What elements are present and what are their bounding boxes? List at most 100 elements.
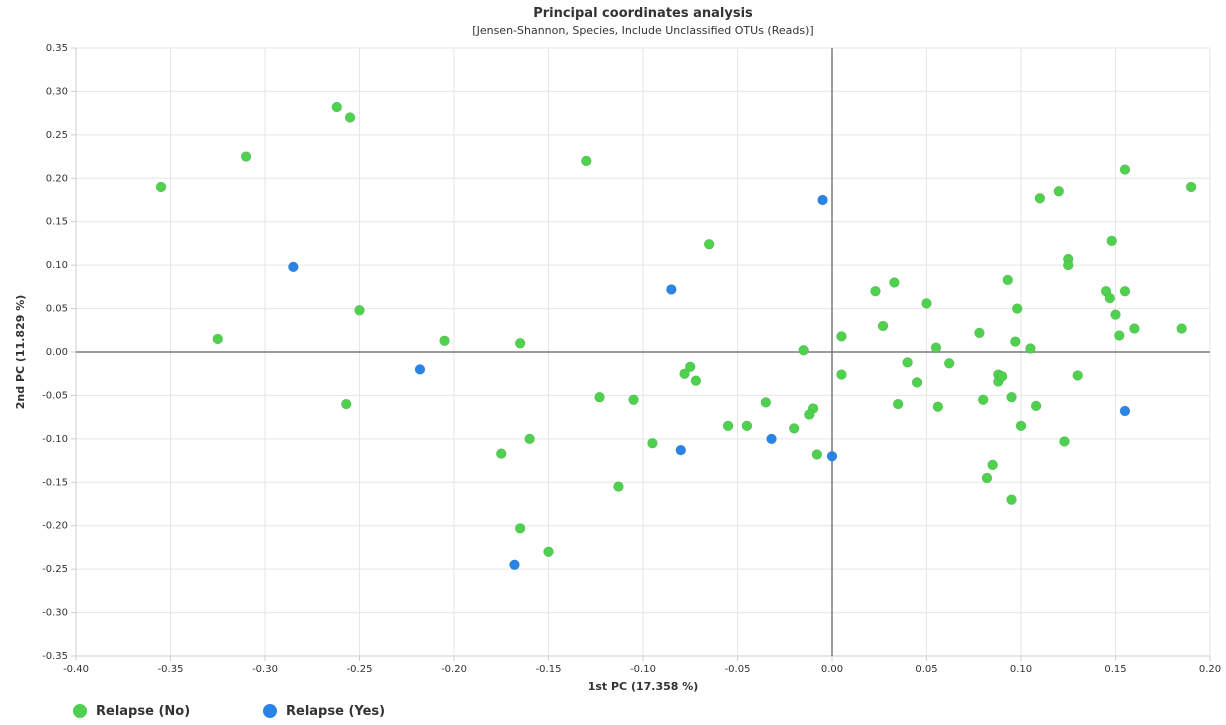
- x-tick-label: 0.00: [821, 664, 843, 675]
- y-tick-label: -0.25: [42, 564, 68, 575]
- x-tick-label: 0.10: [1010, 664, 1032, 675]
- data-point[interactable]: [818, 195, 828, 205]
- data-point[interactable]: [1012, 304, 1022, 314]
- data-point[interactable]: [496, 449, 506, 459]
- data-point[interactable]: [1120, 165, 1130, 175]
- data-point[interactable]: [799, 345, 809, 355]
- data-point[interactable]: [1114, 331, 1124, 341]
- data-point[interactable]: [723, 421, 733, 431]
- data-point[interactable]: [812, 449, 822, 459]
- data-point[interactable]: [515, 338, 525, 348]
- x-tick-label: 0.15: [1104, 664, 1126, 675]
- data-point[interactable]: [931, 343, 941, 353]
- legend-marker[interactable]: [73, 704, 87, 718]
- data-point[interactable]: [1035, 193, 1045, 203]
- y-tick-label: 0.20: [46, 173, 68, 184]
- data-point[interactable]: [878, 321, 888, 331]
- y-tick-label: 0.05: [46, 304, 68, 315]
- data-point[interactable]: [345, 112, 355, 122]
- data-point[interactable]: [1120, 406, 1130, 416]
- data-point[interactable]: [1073, 370, 1083, 380]
- data-point[interactable]: [804, 410, 814, 420]
- x-tick-label: -0.10: [630, 664, 656, 675]
- x-axis-label: 1st PC (17.358 %): [588, 680, 699, 693]
- y-axis-label: 2nd PC (11.829 %): [14, 295, 27, 410]
- data-point[interactable]: [978, 395, 988, 405]
- data-point[interactable]: [213, 334, 223, 344]
- data-point[interactable]: [1007, 495, 1017, 505]
- data-point[interactable]: [870, 286, 880, 296]
- data-point[interactable]: [893, 399, 903, 409]
- chart-title: Principal coordinates analysis: [533, 6, 753, 21]
- data-point[interactable]: [974, 328, 984, 338]
- data-point[interactable]: [332, 102, 342, 112]
- data-point[interactable]: [1007, 392, 1017, 402]
- x-tick-label: 0.20: [1199, 664, 1221, 675]
- data-point[interactable]: [903, 357, 913, 367]
- data-point[interactable]: [1025, 344, 1035, 354]
- data-point[interactable]: [944, 358, 954, 368]
- data-point[interactable]: [1003, 275, 1013, 285]
- data-point[interactable]: [997, 371, 1007, 381]
- data-point[interactable]: [544, 547, 554, 557]
- data-point[interactable]: [241, 152, 251, 162]
- y-tick-label: 0.15: [46, 217, 68, 228]
- data-point[interactable]: [666, 284, 676, 294]
- data-point[interactable]: [1059, 436, 1069, 446]
- x-tick-label: -0.35: [158, 664, 184, 675]
- data-point[interactable]: [836, 331, 846, 341]
- data-point[interactable]: [581, 156, 591, 166]
- data-point[interactable]: [1016, 421, 1026, 431]
- pcoa-chart: Principal coordinates analysis[Jensen-Sh…: [0, 0, 1226, 725]
- data-point[interactable]: [827, 451, 837, 461]
- data-point[interactable]: [988, 460, 998, 470]
- x-tick-label: -0.15: [536, 664, 562, 675]
- data-point[interactable]: [1031, 401, 1041, 411]
- data-point[interactable]: [1111, 310, 1121, 320]
- data-point[interactable]: [1010, 337, 1020, 347]
- y-tick-label: 0.30: [46, 86, 68, 97]
- data-point[interactable]: [525, 434, 535, 444]
- data-point[interactable]: [912, 377, 922, 387]
- data-point[interactable]: [889, 278, 899, 288]
- data-point[interactable]: [415, 364, 425, 374]
- data-point[interactable]: [509, 560, 519, 570]
- y-tick-label: 0.00: [46, 347, 68, 358]
- x-tick-label: -0.40: [63, 664, 89, 675]
- data-point[interactable]: [1105, 293, 1115, 303]
- data-point[interactable]: [691, 376, 701, 386]
- data-point[interactable]: [440, 336, 450, 346]
- data-point[interactable]: [836, 370, 846, 380]
- data-point[interactable]: [982, 473, 992, 483]
- data-point[interactable]: [1063, 260, 1073, 270]
- data-point[interactable]: [1177, 324, 1187, 334]
- data-point[interactable]: [922, 298, 932, 308]
- y-tick-label: -0.30: [42, 608, 68, 619]
- data-point[interactable]: [742, 421, 752, 431]
- data-point[interactable]: [515, 523, 525, 533]
- legend-label[interactable]: Relapse (No): [96, 704, 190, 719]
- data-point[interactable]: [676, 445, 686, 455]
- legend-label[interactable]: Relapse (Yes): [286, 704, 385, 719]
- y-tick-label: 0.25: [46, 130, 68, 141]
- data-point[interactable]: [1107, 236, 1117, 246]
- data-point[interactable]: [933, 402, 943, 412]
- data-point[interactable]: [1054, 186, 1064, 196]
- data-point[interactable]: [595, 392, 605, 402]
- legend-marker[interactable]: [263, 704, 277, 718]
- data-point[interactable]: [341, 399, 351, 409]
- data-point[interactable]: [685, 362, 695, 372]
- data-point[interactable]: [647, 438, 657, 448]
- data-point[interactable]: [1120, 286, 1130, 296]
- data-point[interactable]: [629, 395, 639, 405]
- data-point[interactable]: [1186, 182, 1196, 192]
- data-point[interactable]: [156, 182, 166, 192]
- data-point[interactable]: [613, 482, 623, 492]
- data-point[interactable]: [767, 434, 777, 444]
- data-point[interactable]: [789, 423, 799, 433]
- data-point[interactable]: [704, 239, 714, 249]
- data-point[interactable]: [761, 397, 771, 407]
- data-point[interactable]: [288, 262, 298, 272]
- data-point[interactable]: [1129, 324, 1139, 334]
- data-point[interactable]: [355, 305, 365, 315]
